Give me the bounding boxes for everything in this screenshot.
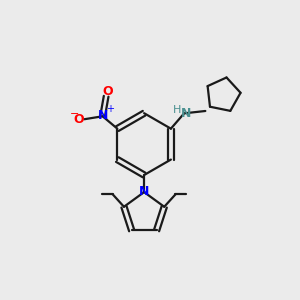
Text: H: H bbox=[172, 105, 181, 115]
Text: N: N bbox=[180, 107, 191, 120]
Text: N: N bbox=[139, 185, 149, 198]
Text: +: + bbox=[106, 104, 114, 114]
Text: N: N bbox=[98, 109, 109, 122]
Text: O: O bbox=[102, 85, 113, 98]
Text: O: O bbox=[74, 113, 84, 126]
Text: −: − bbox=[69, 109, 79, 119]
